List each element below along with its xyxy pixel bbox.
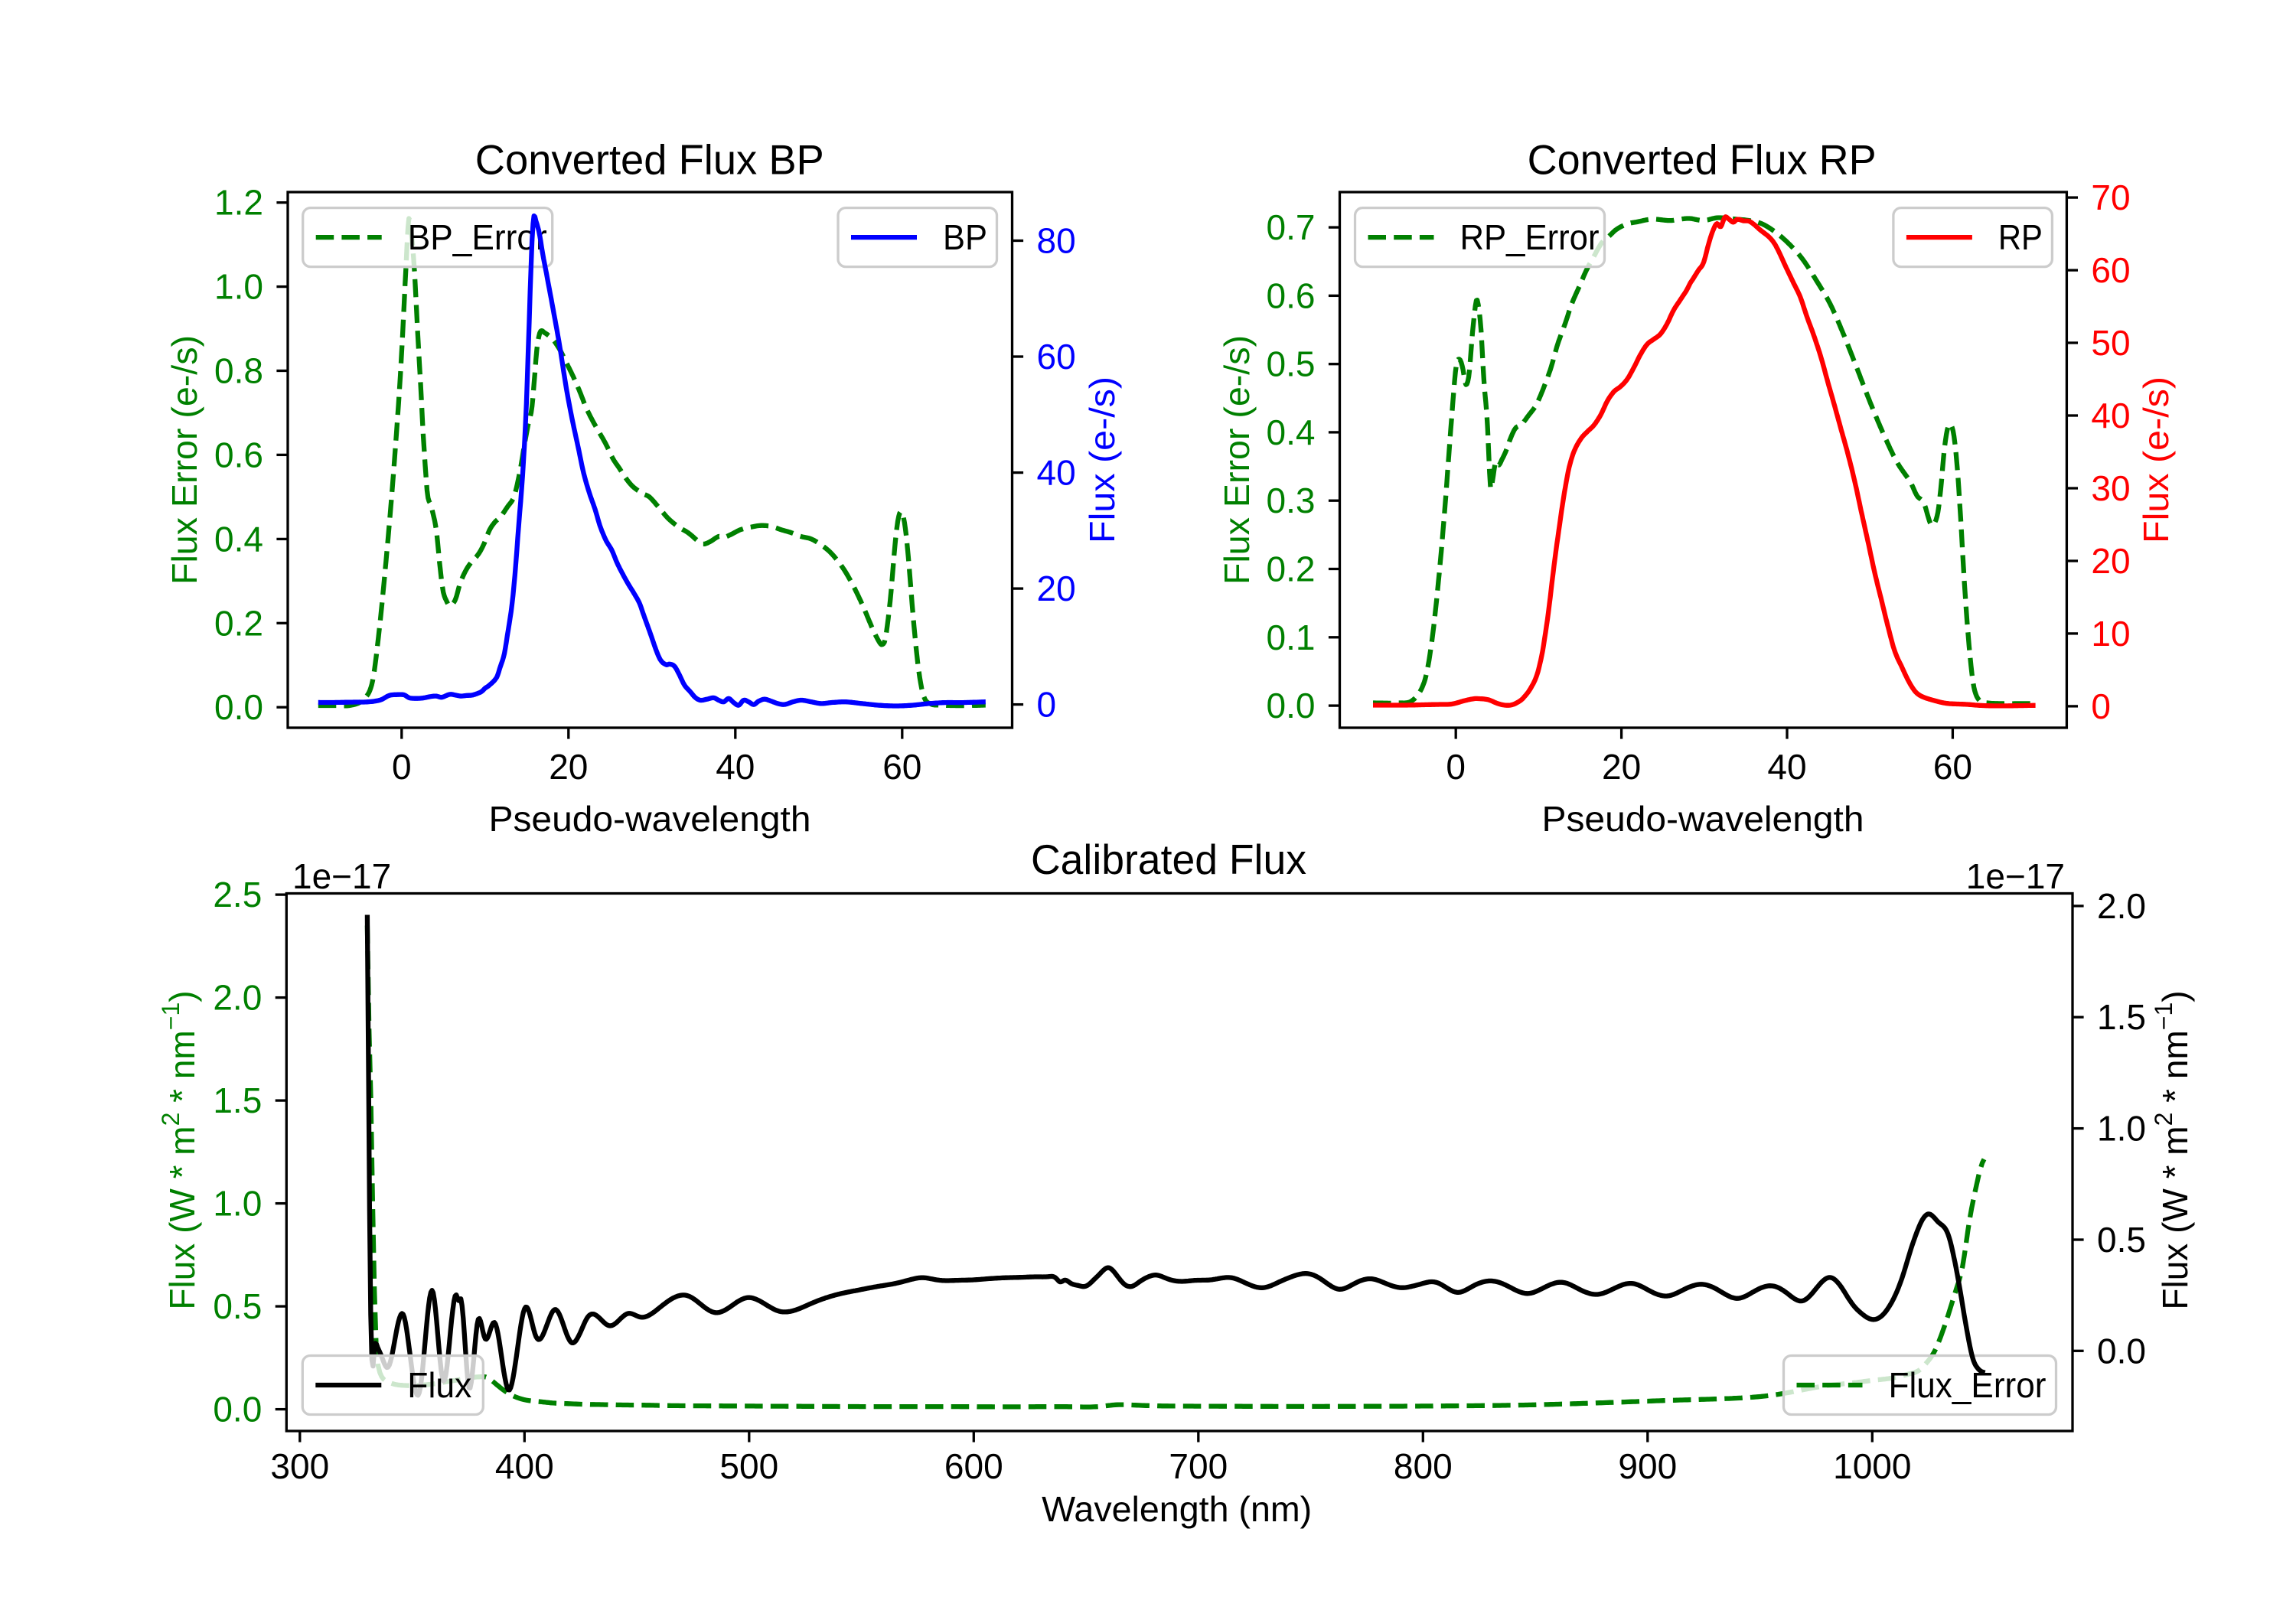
svg-text:Wavelength (nm): Wavelength (nm): [1042, 1489, 1312, 1529]
svg-text:1e−17: 1e−17: [1966, 856, 2065, 896]
svg-text:60: 60: [1933, 747, 1972, 787]
svg-text:0.0: 0.0: [2097, 1331, 2146, 1371]
svg-text:2.0: 2.0: [213, 978, 262, 1018]
svg-text:Flux (e-/s): Flux (e-/s): [2136, 376, 2176, 543]
svg-text:0.0: 0.0: [214, 687, 263, 727]
svg-text:2.5: 2.5: [213, 875, 262, 914]
svg-text:40: 40: [716, 747, 755, 787]
svg-text:0.0: 0.0: [213, 1390, 262, 1429]
svg-text:0.6: 0.6: [1267, 275, 1316, 315]
svg-text:300: 300: [270, 1446, 329, 1486]
svg-text:2.0: 2.0: [2097, 886, 2146, 926]
svg-text:60: 60: [882, 747, 921, 787]
svg-text:20: 20: [2091, 541, 2130, 581]
svg-text:1.0: 1.0: [214, 267, 263, 307]
svg-text:RP: RP: [1998, 217, 2043, 257]
svg-text:Flux (W * m2 * nm−1): Flux (W * m2 * nm−1): [2150, 990, 2195, 1309]
svg-text:10: 10: [2091, 614, 2130, 654]
svg-text:Flux Error (e-/s): Flux Error (e-/s): [165, 335, 204, 585]
svg-text:Pseudo-wavelength: Pseudo-wavelength: [1542, 799, 1864, 839]
svg-text:20: 20: [1037, 569, 1076, 608]
svg-text:1e−17: 1e−17: [292, 856, 391, 896]
svg-text:1000: 1000: [1833, 1446, 1911, 1486]
svg-text:600: 600: [944, 1446, 1003, 1486]
svg-text:Converted Flux RP: Converted Flux RP: [1528, 136, 1877, 184]
svg-text:400: 400: [495, 1446, 554, 1486]
svg-text:0.4: 0.4: [1267, 412, 1316, 452]
svg-text:Flux (W * m2 * nm−1): Flux (W * m2 * nm−1): [157, 990, 202, 1309]
svg-text:1.5: 1.5: [213, 1081, 262, 1120]
svg-text:1.0: 1.0: [2097, 1109, 2146, 1149]
svg-text:20: 20: [1602, 747, 1641, 787]
svg-text:800: 800: [1394, 1446, 1453, 1486]
svg-text:Flux Error (e-/s): Flux Error (e-/s): [1217, 335, 1257, 585]
svg-text:70: 70: [2091, 178, 2130, 217]
svg-text:1.2: 1.2: [214, 183, 263, 223]
svg-text:0.3: 0.3: [1267, 481, 1316, 520]
svg-text:0.1: 0.1: [1267, 618, 1316, 657]
svg-text:60: 60: [1037, 337, 1076, 376]
svg-text:Pseudo-wavelength: Pseudo-wavelength: [489, 799, 811, 839]
svg-text:Converted Flux BP: Converted Flux BP: [475, 136, 824, 184]
svg-text:Flux: Flux: [407, 1365, 471, 1405]
svg-text:60: 60: [2091, 250, 2130, 290]
svg-text:0.2: 0.2: [1267, 549, 1316, 589]
svg-text:40: 40: [2091, 396, 2130, 435]
svg-text:Calibrated Flux: Calibrated Flux: [1031, 836, 1306, 883]
svg-text:30: 30: [2091, 468, 2130, 508]
svg-text:0: 0: [1037, 685, 1057, 725]
svg-text:Flux_Error: Flux_Error: [1889, 1365, 2047, 1405]
svg-text:900: 900: [1618, 1446, 1677, 1486]
svg-text:1.0: 1.0: [213, 1184, 262, 1224]
svg-text:0: 0: [1446, 747, 1466, 787]
svg-text:0.0: 0.0: [1267, 686, 1316, 725]
svg-text:BP: BP: [943, 217, 987, 257]
svg-text:0.2: 0.2: [214, 603, 263, 643]
svg-text:500: 500: [719, 1446, 778, 1486]
svg-text:0: 0: [2091, 686, 2111, 726]
svg-text:0.7: 0.7: [1267, 207, 1316, 247]
svg-text:RP_Error: RP_Error: [1460, 217, 1600, 257]
svg-text:0.8: 0.8: [214, 351, 263, 391]
svg-text:Flux (e-/s): Flux (e-/s): [1082, 376, 1122, 543]
svg-text:40: 40: [1037, 453, 1076, 493]
svg-text:20: 20: [549, 747, 588, 787]
svg-text:BP_Error: BP_Error: [408, 217, 547, 257]
svg-text:80: 80: [1037, 221, 1076, 261]
svg-text:50: 50: [2091, 323, 2130, 363]
svg-text:0.4: 0.4: [214, 519, 263, 559]
svg-text:0.6: 0.6: [214, 435, 263, 474]
svg-text:0.5: 0.5: [1267, 344, 1316, 384]
svg-text:0.5: 0.5: [2097, 1220, 2146, 1260]
svg-text:40: 40: [1767, 747, 1806, 787]
svg-text:700: 700: [1169, 1446, 1228, 1486]
svg-text:0.5: 0.5: [213, 1286, 262, 1326]
svg-text:1.5: 1.5: [2097, 997, 2146, 1037]
svg-text:0: 0: [392, 747, 412, 787]
